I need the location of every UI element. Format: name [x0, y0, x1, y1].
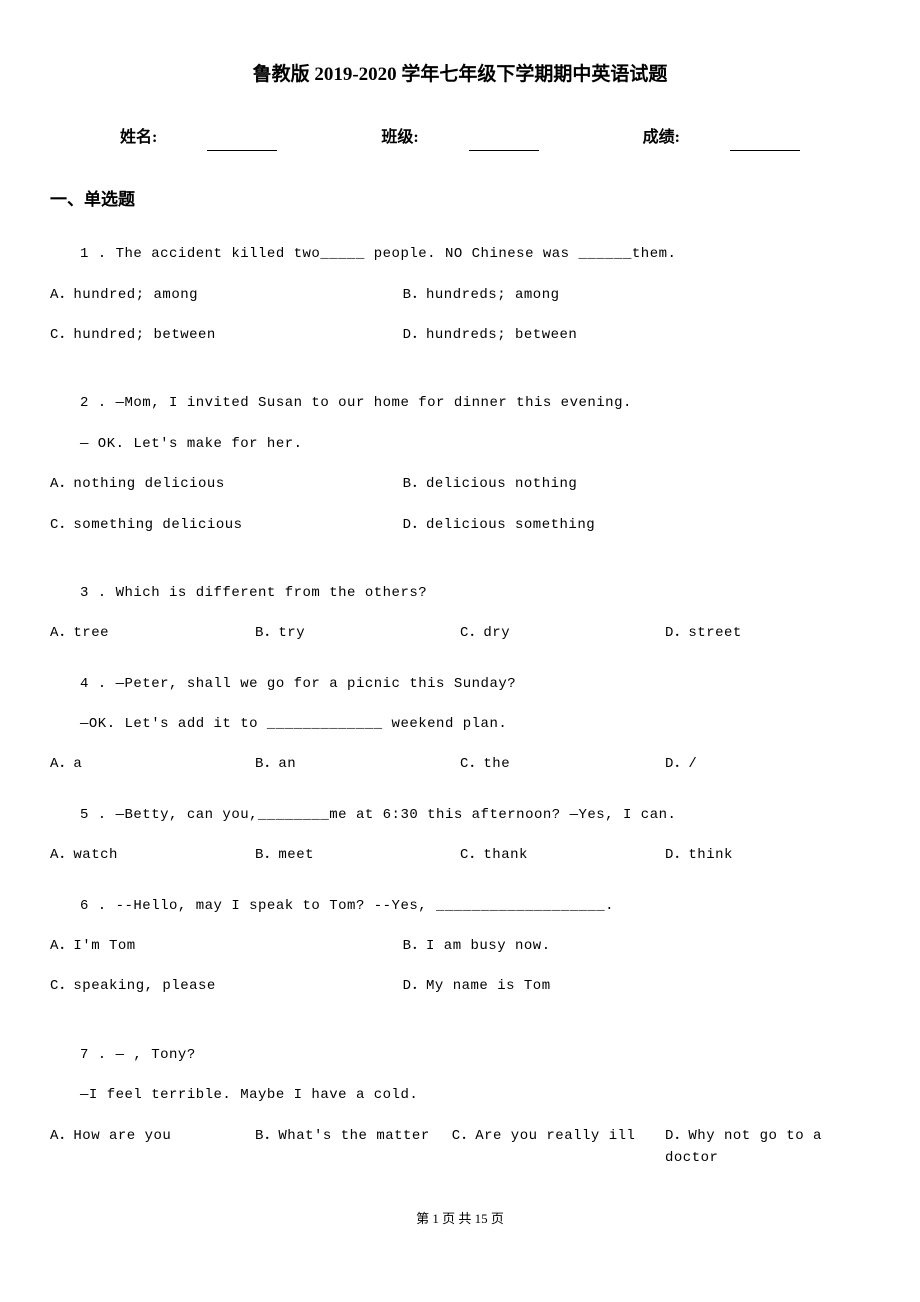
option-c: C．something delicious: [50, 514, 403, 536]
question-4: 4 . —Peter, shall we go for a picnic thi…: [50, 673, 870, 776]
option-a: A．watch: [50, 844, 255, 866]
option-d: D．hundreds; between: [403, 324, 756, 346]
question-2-options: A．nothing delicious B．delicious nothing …: [50, 473, 870, 554]
page-footer: 第 1 页 共 15 页: [50, 1209, 870, 1230]
class-field: 班级:: [356, 129, 563, 146]
option-b: B．I am busy now.: [403, 935, 756, 957]
option-a: A．hundred; among: [50, 284, 403, 306]
option-c: C．hundred; between: [50, 324, 403, 346]
section-1-title: 一、单选题: [50, 186, 870, 213]
option-d: D．My name is Tom: [403, 975, 756, 997]
question-4-text: 4 . —Peter, shall we go for a picnic thi…: [80, 673, 870, 695]
question-2-text2: — OK. Let's make for her.: [80, 433, 870, 455]
option-a: A．a: [50, 753, 255, 775]
question-7: 7 . — , Tony? —I feel terrible. Maybe I …: [50, 1044, 870, 1170]
option-c: C．Are you really ill: [452, 1125, 665, 1147]
option-b: B．delicious nothing: [403, 473, 756, 495]
question-6: 6 . --Hello, may I speak to Tom? --Yes, …: [50, 895, 870, 1016]
option-b: B．an: [255, 753, 460, 775]
student-info-line: 姓名: 班级: 成绩:: [50, 125, 870, 151]
question-2-text: 2 . —Mom, I invited Susan to our home fo…: [80, 392, 870, 414]
option-d: D．street: [665, 622, 870, 644]
question-7-text2: —I feel terrible. Maybe I have a cold.: [80, 1084, 870, 1106]
option-d: D．think: [665, 844, 870, 866]
option-a: A．nothing delicious: [50, 473, 403, 495]
question-3-options: A．tree B．try C．dry D．street: [50, 622, 870, 644]
option-b: B．meet: [255, 844, 460, 866]
question-1-options: A．hundred; among B．hundreds; among C．hun…: [50, 284, 870, 365]
question-6-options: A．I'm Tom B．I am busy now. C．speaking, p…: [50, 935, 870, 1016]
question-5-options: A．watch B．meet C．thank D．think: [50, 844, 870, 866]
question-3-text: 3 . Which is different from the others?: [80, 582, 870, 604]
name-field: 姓名:: [95, 129, 302, 146]
option-a: A．How are you: [50, 1125, 255, 1147]
option-c: C．thank: [460, 844, 665, 866]
question-5: 5 . —Betty, can you,________me at 6:30 t…: [50, 804, 870, 867]
option-b: B．try: [255, 622, 460, 644]
option-d: D．/: [665, 753, 870, 775]
question-5-text: 5 . —Betty, can you,________me at 6:30 t…: [80, 804, 870, 826]
question-3: 3 . Which is different from the others? …: [50, 582, 870, 645]
question-4-options: A．a B．an C．the D．/: [50, 753, 870, 775]
exam-title: 鲁教版 2019-2020 学年七年级下学期期中英语试题: [50, 60, 870, 90]
option-c: C．dry: [460, 622, 665, 644]
option-c: C．the: [460, 753, 665, 775]
question-1-text: 1 . The accident killed two_____ people.…: [80, 243, 870, 265]
option-d: D．delicious something: [403, 514, 756, 536]
option-d: D．Why not go to a doctor: [665, 1125, 870, 1170]
question-4-text2: —OK. Let's add it to _____________ weeke…: [80, 713, 870, 735]
question-7-text: 7 . — , Tony?: [80, 1044, 870, 1066]
option-c: C．speaking, please: [50, 975, 403, 997]
question-1: 1 . The accident killed two_____ people.…: [50, 243, 870, 364]
question-2: 2 . —Mom, I invited Susan to our home fo…: [50, 392, 870, 554]
option-a: A．tree: [50, 622, 255, 644]
question-6-text: 6 . --Hello, may I speak to Tom? --Yes, …: [80, 895, 870, 917]
question-7-options: A．How are you B．What's the matter C．Are …: [50, 1125, 870, 1170]
option-b: B．What's the matter: [255, 1125, 452, 1147]
option-a: A．I'm Tom: [50, 935, 403, 957]
score-field: 成绩:: [618, 129, 825, 146]
option-b: B．hundreds; among: [403, 284, 756, 306]
